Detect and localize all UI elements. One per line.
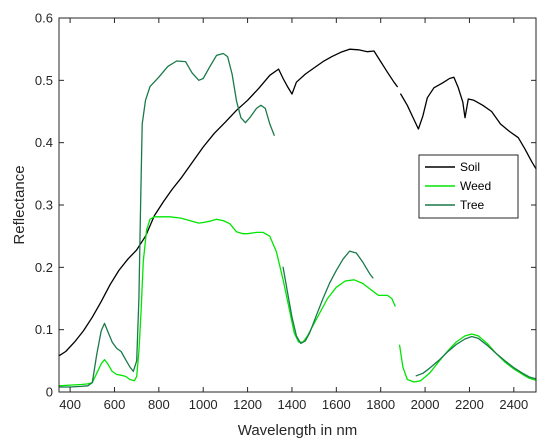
legend-label-tree: Tree bbox=[460, 198, 485, 212]
weed-series-line-1 bbox=[58, 216, 396, 387]
y-axis-ticks: 0 0.1 0.2 0.3 0.4 0.5 0.6 bbox=[35, 11, 536, 400]
y-axis-label: Reflectance bbox=[11, 165, 28, 244]
x-tick-label: 1200 bbox=[233, 397, 262, 412]
y-tick-label: 0.4 bbox=[35, 135, 53, 150]
x-tick-label: 600 bbox=[104, 397, 126, 412]
soil-series-line-1 bbox=[58, 48, 398, 357]
x-tick-label: 2200 bbox=[455, 397, 484, 412]
x-tick-label: 1800 bbox=[366, 397, 395, 412]
x-axis-ticks: 400 600 800 1000 1200 1400 1600 1800 2000 2200 240… bbox=[59, 18, 528, 412]
x-tick-label: 1000 bbox=[189, 397, 218, 412]
legend-label-weed: Weed bbox=[460, 179, 491, 193]
x-tick-label: 1600 bbox=[322, 397, 351, 412]
x-axis-label: Wavelength in nm bbox=[238, 422, 358, 439]
y-tick-label: 0.1 bbox=[35, 322, 53, 337]
y-tick-label: 0.3 bbox=[35, 198, 53, 213]
x-tick-label: 2400 bbox=[499, 397, 528, 412]
tree-series-line-2 bbox=[282, 250, 374, 345]
weed-series-line-2 bbox=[398, 333, 537, 383]
legend-entries: Soil Weed Tree bbox=[425, 160, 491, 212]
tree-series-line-3 bbox=[415, 335, 537, 380]
y-tick-label: 0.2 bbox=[35, 260, 53, 275]
x-tick-label: 2000 bbox=[411, 397, 440, 412]
y-tick-label: 0.6 bbox=[35, 11, 53, 26]
tree-series-line-1 bbox=[58, 52, 275, 388]
y-tick-label: 0.5 bbox=[35, 73, 53, 88]
soil-series-line-2 bbox=[400, 76, 537, 170]
legend-label-soil: Soil bbox=[460, 160, 480, 174]
x-tick-label: 1400 bbox=[277, 397, 306, 412]
legend: Soil Weed Tree bbox=[418, 154, 519, 219]
y-tick-label: 0 bbox=[46, 385, 53, 400]
x-tick-label: 400 bbox=[59, 397, 81, 412]
x-tick-label: 800 bbox=[148, 397, 170, 412]
plot-lines bbox=[58, 48, 537, 388]
